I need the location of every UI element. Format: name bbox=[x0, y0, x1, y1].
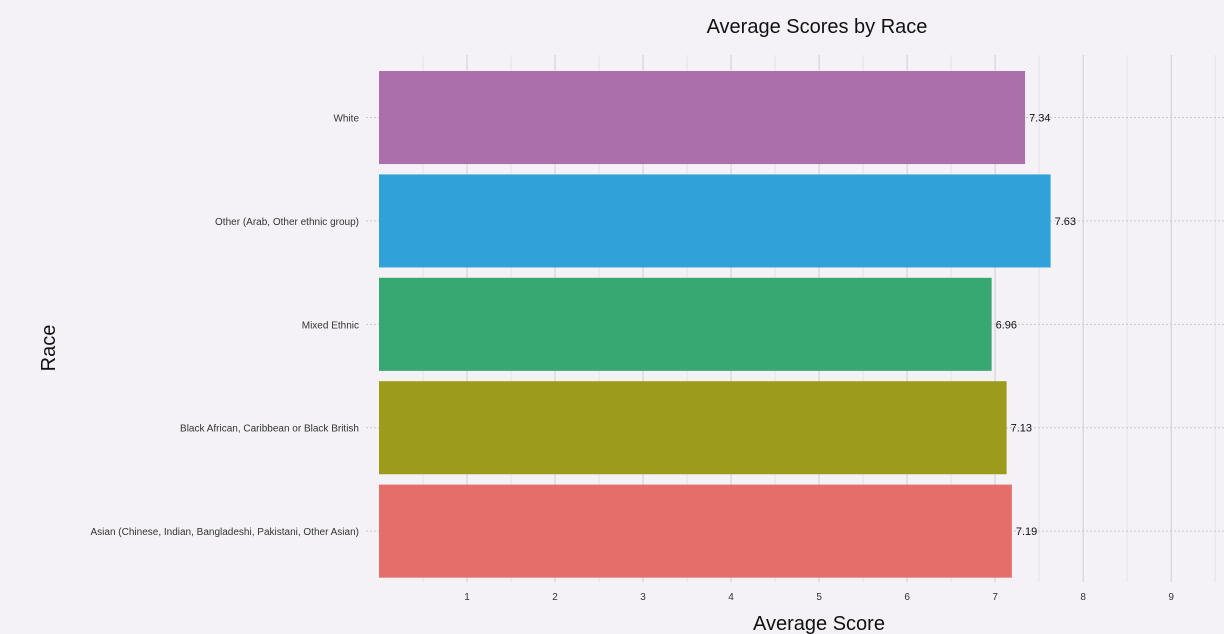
bars-layer bbox=[379, 71, 1051, 578]
x-tick-label: 4 bbox=[728, 592, 734, 603]
bar bbox=[379, 71, 1026, 165]
data-label: 6.96 bbox=[996, 319, 1017, 331]
bar bbox=[379, 381, 1007, 475]
data-label: 7.13 bbox=[1011, 423, 1032, 435]
bar bbox=[379, 484, 1012, 578]
x-tick-label: 1 bbox=[464, 592, 470, 603]
x-tick-label: 2 bbox=[552, 592, 558, 603]
category-label: Mixed Ethnic bbox=[302, 320, 359, 331]
x-tick-label: 7 bbox=[992, 592, 998, 603]
category-label: Other (Arab, Other ethnic group) bbox=[215, 217, 359, 228]
data-label: 7.63 bbox=[1055, 216, 1076, 228]
x-tick-label: 6 bbox=[904, 592, 910, 603]
data-label: 7.34 bbox=[1029, 113, 1050, 125]
chart-title: Average Scores by Race bbox=[707, 16, 928, 38]
x-tick-labels: 1 2 3 4 5 6 7 8 9 bbox=[464, 592, 1174, 603]
x-tick-label: 8 bbox=[1080, 592, 1086, 603]
x-tick-label: 3 bbox=[640, 592, 646, 603]
x-tick-label: 5 bbox=[816, 592, 822, 603]
y-category-labels: White Other (Arab, Other ethnic group) Mix… bbox=[91, 114, 360, 539]
y-axis-title: Race bbox=[38, 325, 60, 372]
category-label: Black African, Caribbean or Black Britis… bbox=[180, 424, 359, 435]
data-labels: 7.34 7.63 6.96 7.13 7.19 bbox=[996, 113, 1076, 539]
data-label: 7.19 bbox=[1016, 526, 1037, 538]
bar bbox=[379, 277, 992, 371]
category-label: White bbox=[333, 114, 359, 125]
x-tick-label: 9 bbox=[1168, 592, 1174, 603]
bar bbox=[379, 174, 1051, 268]
category-label: Asian (Chinese, Indian, Bangladeshi, Pak… bbox=[91, 527, 360, 538]
x-axis-title: Average Score bbox=[753, 613, 885, 634]
